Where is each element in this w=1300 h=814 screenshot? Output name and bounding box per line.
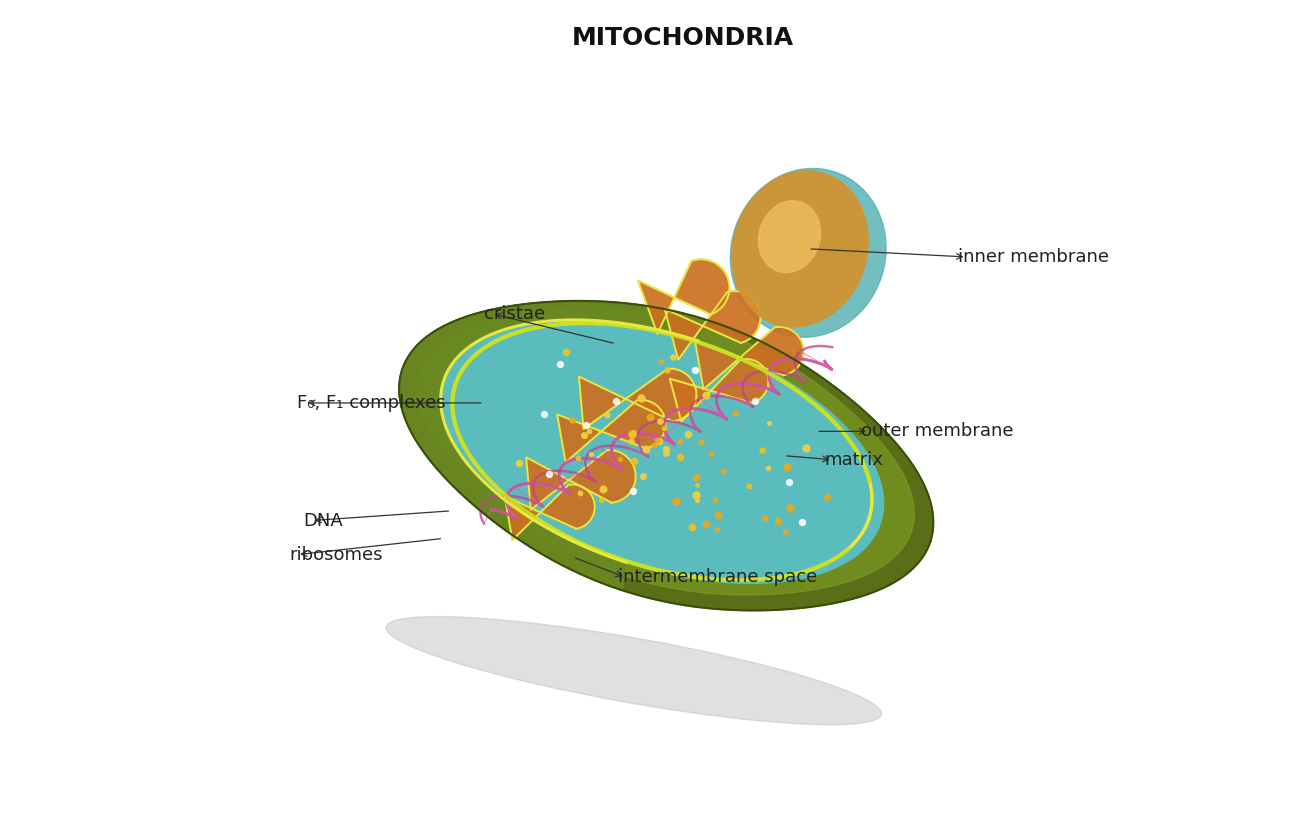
Point [751,444,772,457]
Text: F₀, F₁ complexes: F₀, F₁ complexes [298,394,446,412]
Point [712,465,733,478]
Point [644,439,664,452]
Point [623,484,644,497]
Polygon shape [526,450,636,510]
Point [685,488,706,501]
Point [779,501,800,514]
Polygon shape [696,327,803,389]
Point [593,482,614,495]
Point [792,516,812,529]
Point [630,391,651,404]
Point [655,446,676,459]
Polygon shape [578,369,697,429]
Point [621,435,642,448]
Point [767,514,788,527]
Point [779,475,800,488]
Point [649,435,670,448]
Point [621,427,642,440]
Point [610,453,630,466]
Point [592,493,612,506]
Point [725,406,746,419]
Point [686,493,707,506]
Point [633,470,654,483]
Text: ribosomes: ribosomes [289,545,382,563]
Point [650,414,671,427]
Point [696,518,716,531]
Point [758,417,779,430]
Ellipse shape [386,616,881,724]
Point [624,454,645,467]
Point [655,442,676,455]
Point [556,346,577,359]
Polygon shape [399,301,933,610]
Point [578,424,599,437]
Point [606,394,627,407]
Point [640,410,660,423]
Point [685,470,706,484]
Ellipse shape [731,168,887,337]
Polygon shape [441,320,884,584]
Point [562,414,582,427]
Point [705,493,725,506]
Point [656,364,677,377]
Point [650,354,671,367]
Point [654,421,675,434]
Point [581,448,602,461]
Text: intermembrane space: intermembrane space [618,568,816,586]
Point [597,409,618,422]
Polygon shape [664,291,760,360]
Point [707,523,728,536]
Point [623,426,644,439]
Point [738,479,759,492]
Point [816,491,837,504]
Polygon shape [638,260,729,334]
Polygon shape [558,400,666,462]
Point [796,442,816,455]
Ellipse shape [758,201,820,273]
Polygon shape [399,301,710,590]
Point [690,435,711,448]
Point [670,450,690,463]
Text: inner membrane: inner membrane [958,248,1109,266]
Text: matrix: matrix [824,451,883,469]
Point [655,443,676,456]
Point [685,364,706,377]
Point [636,442,656,455]
Point [647,433,668,446]
Polygon shape [670,359,768,422]
Point [663,350,684,363]
Polygon shape [504,484,594,540]
Point [576,418,597,431]
Point [670,434,690,447]
Point [755,511,776,524]
Point [573,428,594,441]
Point [569,487,590,500]
Polygon shape [419,309,914,595]
Text: outer membrane: outer membrane [861,422,1014,440]
Point [681,520,702,533]
Point [508,457,529,470]
Point [549,357,569,370]
Point [776,460,797,473]
Ellipse shape [732,171,868,327]
Text: cristae: cristae [484,304,545,322]
Text: DNA: DNA [304,511,343,530]
Point [745,395,766,408]
Point [568,451,589,464]
Point [701,447,722,460]
Point [707,509,728,522]
Point [775,526,796,539]
Point [538,468,559,481]
Point [666,494,686,507]
Point [696,388,716,401]
Point [686,479,707,492]
Point [534,408,555,421]
Text: MITOCHONDRIA: MITOCHONDRIA [572,26,793,50]
Point [758,462,779,475]
Point [677,427,698,440]
